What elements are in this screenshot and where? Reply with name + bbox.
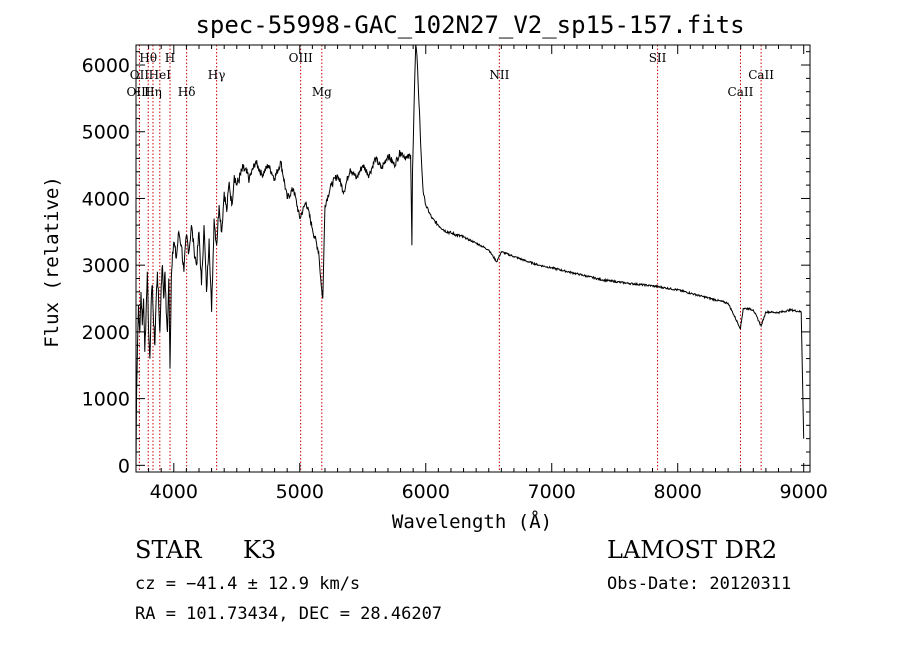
y-tick-label: 6000: [82, 55, 130, 77]
y-tick-label: 2000: [82, 322, 130, 344]
x-tick-label: 5000: [276, 481, 324, 503]
line-label: Hδ: [178, 85, 196, 99]
obs-date-text: Obs-Date: 20120311: [607, 574, 791, 594]
survey-name: LAMOST DR2: [607, 536, 777, 564]
y-tick-label: 3000: [82, 255, 130, 277]
y-tick-label: 5000: [82, 122, 130, 144]
line-label: Hγ: [208, 68, 226, 82]
line-label: Mg: [312, 85, 332, 99]
line-label: SII: [649, 51, 667, 65]
spectrum-line: [135, 44, 805, 466]
x-tick-label: 7000: [528, 481, 576, 503]
x-axis-title: Wavelength (Å): [392, 510, 552, 533]
y-axis: 0 1000 2000 3000 4000 5000 6000: [82, 51, 810, 477]
x-tick-label: 8000: [654, 481, 702, 503]
x-tick-label: 9000: [780, 481, 828, 503]
line-markers: [138, 45, 762, 472]
y-tick-label: 0: [118, 455, 130, 477]
line-label: CaII: [728, 85, 754, 99]
object-subclass: K3: [243, 536, 276, 564]
line-label: OII: [130, 68, 150, 82]
x-axis: 4000 5000 6000 7000 8000 9000: [135, 45, 828, 503]
line-label: Hη: [144, 85, 162, 99]
y-axis-title: Flux (relative): [41, 176, 63, 348]
line-label: CaII: [748, 68, 774, 82]
line-label: H: [165, 51, 175, 65]
plot-frame: [135, 44, 811, 473]
x-tick-label: 4000: [150, 481, 198, 503]
coordinates-text: RA = 101.73434, DEC = 28.46207: [135, 604, 442, 624]
line-label: NII: [489, 68, 509, 82]
chart-title: spec-55998-GAC_102N27_V2_sp15-157.fits: [195, 11, 744, 39]
line-label: Hθ: [139, 51, 157, 65]
object-class: STAR: [135, 536, 202, 564]
x-tick-label: 6000: [402, 481, 450, 503]
line-label: HeI: [149, 68, 172, 82]
y-tick-label: 4000: [82, 188, 130, 210]
line-label: OIII: [289, 51, 313, 65]
redshift-text: cz = −41.4 ± 12.9 km/s: [135, 574, 360, 594]
y-tick-label: 1000: [82, 389, 130, 411]
